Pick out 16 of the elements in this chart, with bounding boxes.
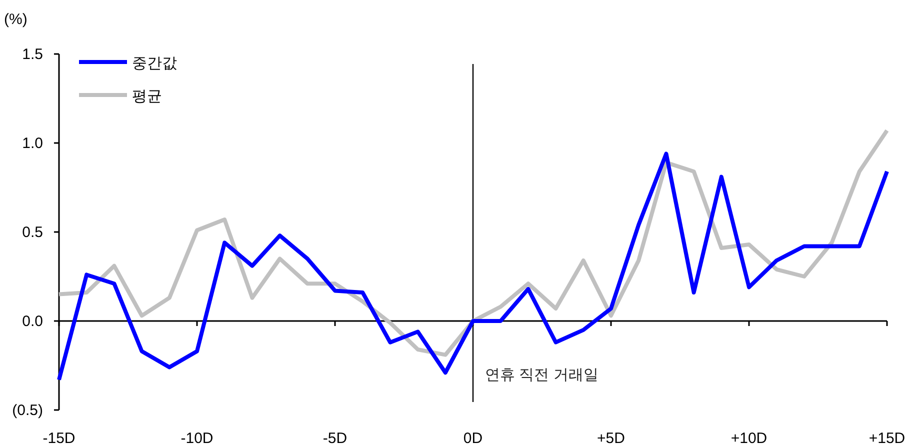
legend-label: 중간값 xyxy=(132,55,177,72)
x-tick-label: -10D xyxy=(180,430,214,447)
y-axis-title: (%) xyxy=(4,11,28,28)
x-tick-label: +15D xyxy=(868,430,906,447)
y-tick-label: 0.5 xyxy=(22,224,43,241)
legend-label: 평균 xyxy=(132,88,162,105)
y-tick-label: 0.0 xyxy=(22,313,43,330)
y-tick-label: 1.5 xyxy=(22,46,43,63)
x-tick-label: 0D xyxy=(463,430,483,447)
y-tick-label: (0.5) xyxy=(12,402,44,419)
y-tick-label: 1.0 xyxy=(22,135,43,152)
ref-line-label: 연휴 직전 거래일 xyxy=(485,366,598,384)
x-tick-label: -15D xyxy=(42,430,76,447)
x-tick-label: -5D xyxy=(322,430,348,447)
x-tick-label: +5D xyxy=(597,430,626,447)
x-tick-label: +10D xyxy=(730,430,768,447)
